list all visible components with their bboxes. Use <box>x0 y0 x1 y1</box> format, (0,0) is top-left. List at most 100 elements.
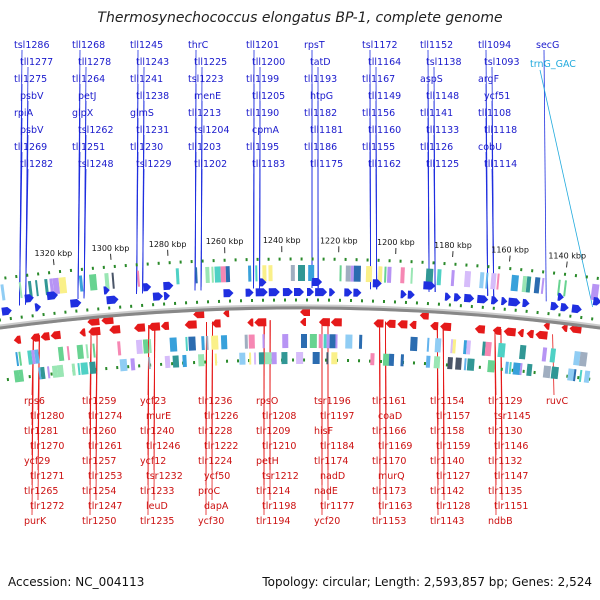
forward-gene-arrow-b-5 <box>259 278 267 287</box>
gene-label: tll1278 <box>78 57 111 68</box>
outer-cog-block-4 <box>44 278 49 296</box>
outer-cog-block-9 <box>89 274 98 291</box>
gene-label: tlr1132 <box>488 456 522 467</box>
inner-cog2-block-8 <box>77 362 81 376</box>
inner-cog2-block-13 <box>148 357 151 370</box>
inner-cog-block-43 <box>497 342 506 358</box>
gene-label: secG <box>536 40 559 51</box>
label-connector <box>375 168 378 290</box>
outer-cog-block-37 <box>425 268 434 285</box>
topology-text: Topology: circular; Length: 2,593,857 bp… <box>261 575 592 589</box>
forward-gene-arrow-2 <box>69 299 82 308</box>
outer-cog-block-23 <box>268 265 273 282</box>
inner-cog-block-47 <box>573 351 581 366</box>
gene-label: tll1269 <box>14 142 47 153</box>
label-connector <box>147 325 150 516</box>
inner-cog2-block-0 <box>13 369 21 383</box>
inner-cog-block-0 <box>15 352 20 367</box>
outer-cog-block-25 <box>298 264 306 281</box>
outer-cog-block-7 <box>58 276 68 294</box>
inner-cog2-block-11 <box>119 358 128 372</box>
gene-label: tsr1196 <box>314 396 351 407</box>
gene-label: tlr1130 <box>488 426 522 437</box>
gene-label: proC <box>198 486 221 497</box>
outer-cog-block-28 <box>345 265 351 282</box>
gene-label: ycf30 <box>198 516 224 527</box>
inner-cog2-block-18 <box>214 353 218 366</box>
gene-label: tlr1140 <box>430 456 464 467</box>
inner-cog-block-21 <box>244 334 248 349</box>
gene-label: tlr1274 <box>88 411 122 422</box>
outer-cog-block-50 <box>556 279 561 296</box>
forward-gene-arrow-29 <box>571 304 582 314</box>
reverse-gene-arrow-26 <box>517 329 524 338</box>
forward-gene-arrow-23 <box>490 296 499 305</box>
inner-cog-block-30 <box>329 334 336 349</box>
gene-label: tll1230 <box>130 142 163 153</box>
gene-label: tlr1222 <box>204 441 238 452</box>
gene-label: thrC <box>188 40 209 51</box>
label-connector <box>31 335 34 516</box>
outer-cog-block-38 <box>436 269 442 286</box>
outer-cog-block-24 <box>290 264 295 281</box>
outer-cog-block-12 <box>136 270 141 287</box>
inner-cog-block-34 <box>410 336 418 352</box>
gene-label: nadE <box>314 486 338 497</box>
gene-label: tsl1093 <box>484 57 520 68</box>
gene-label: tlr1143 <box>430 516 464 527</box>
gene-label: aspS <box>420 74 443 85</box>
gene-label: tlr1129 <box>488 396 522 407</box>
inner-cog2-block-43 <box>512 362 521 376</box>
reverse-gene-arrow-10 <box>184 320 197 329</box>
outer-cog-block-6 <box>52 277 61 295</box>
forward-gene-arrow-10 <box>282 288 293 297</box>
gene-label: rpiA <box>14 108 34 119</box>
forward-gene-arrow-b-3 <box>142 283 152 292</box>
inner-cog2-block-4 <box>47 366 51 379</box>
forward-gene-arrow-b-6 <box>312 278 323 287</box>
gene-label: purK <box>24 516 47 527</box>
outer-cog-block-33 <box>384 266 387 283</box>
reverse-gene-arrow-24 <box>492 326 502 335</box>
inner-cog2-block-23 <box>264 352 272 365</box>
gene-label: tsl1172 <box>362 40 398 51</box>
outer-cog-block-44 <box>496 273 500 290</box>
gene-label: tlr1157 <box>436 411 470 422</box>
inner-cog2-block-47 <box>550 366 559 380</box>
reverse-gene-arrow-16 <box>330 318 342 327</box>
inner-cog-block-29 <box>326 334 330 349</box>
gene-labels: tsl1286 tll1277 tll1275 psbV rpiA psbV tll1269… <box>14 40 576 527</box>
forward-gene-arrow-18 <box>407 290 415 299</box>
inner-cog2-block-37 <box>455 357 462 370</box>
inner-cog2-block-5 <box>51 365 59 378</box>
forward-gene-arrow-12 <box>306 288 314 297</box>
label-connector <box>153 324 156 501</box>
gene-label: tll1156 <box>362 108 395 119</box>
gene-label: tll1264 <box>72 74 105 85</box>
forward-gene-arrow-9 <box>268 288 280 297</box>
inner-cog2-block-21 <box>253 352 257 365</box>
gene-label: tll1199 <box>246 74 279 85</box>
gene-label: tll1162 <box>368 159 401 170</box>
label-connector <box>200 168 203 291</box>
reverse-gene-arrow-b-4 <box>300 308 310 316</box>
inner-cog-block-24 <box>282 334 289 349</box>
gene-label: tlr1265 <box>24 486 58 497</box>
forward-gene-arrow-28 <box>560 303 569 312</box>
inner-cog-block-28 <box>323 334 327 349</box>
gene-label: tlr1174 <box>314 456 348 467</box>
scale-tick-label: 1280 kbp <box>149 240 187 249</box>
inner-cog-block-18 <box>206 335 209 350</box>
label-connector <box>385 321 387 501</box>
gene-label: rpsT <box>304 40 325 51</box>
inner-cog-block-19 <box>211 335 219 350</box>
gene-label: cobU <box>478 142 502 153</box>
gene-label: tlr1135 <box>488 486 522 497</box>
outer-cog-block-30 <box>353 265 361 282</box>
gene-label: tll1202 <box>194 159 227 170</box>
gene-label: tll1201 <box>246 40 279 51</box>
inner-cog2-block-41 <box>504 361 509 374</box>
label-connector <box>211 321 213 501</box>
label-connector <box>25 168 29 305</box>
gene-label: tlr1153 <box>372 516 406 527</box>
